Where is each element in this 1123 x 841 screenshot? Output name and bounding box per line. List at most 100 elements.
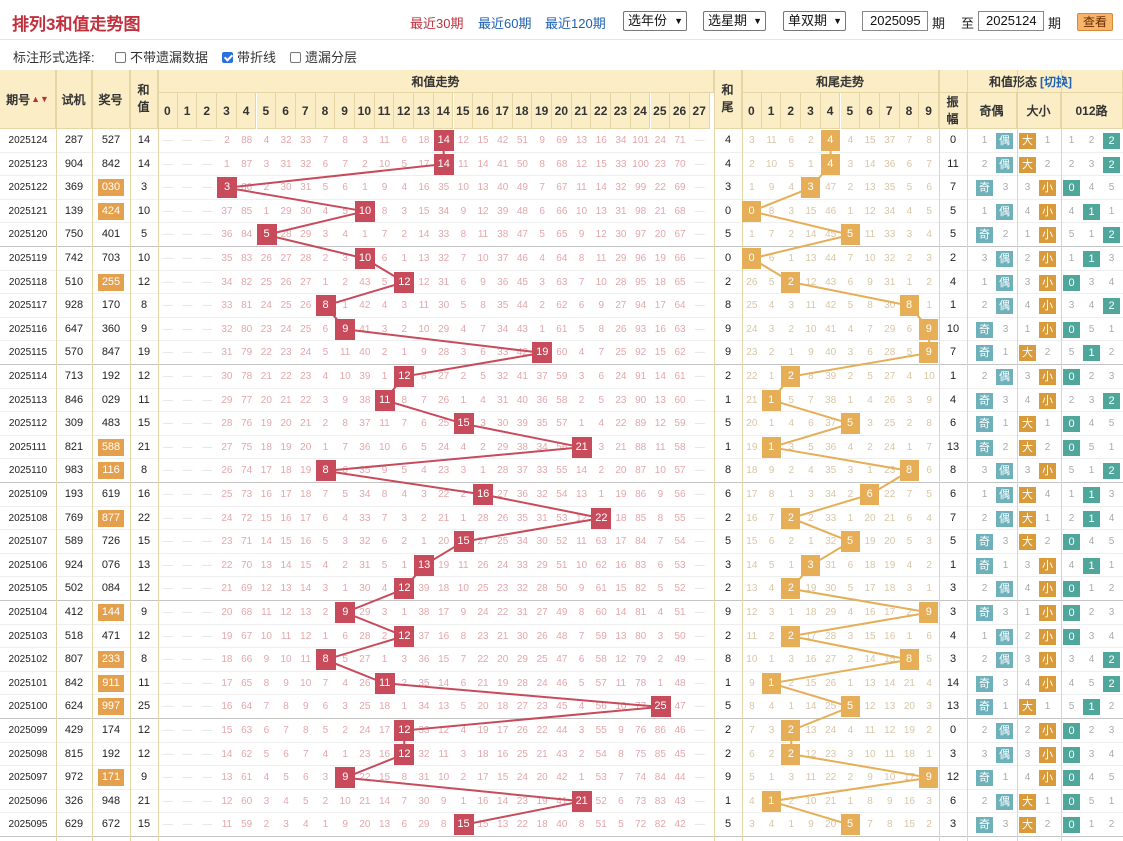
test-cell: 502 xyxy=(64,582,84,595)
sum-miss-cell: — xyxy=(182,253,193,264)
road-miss: 3 xyxy=(1088,158,1095,170)
issue-cell: 2025114 xyxy=(8,371,48,382)
sum-miss-cell: — xyxy=(694,300,705,312)
oe-miss: 2 xyxy=(1002,229,1009,241)
sum-miss-cell: 58 xyxy=(556,394,568,406)
checkbox-icon[interactable] xyxy=(115,52,126,63)
start-issue-input[interactable]: 2025095 xyxy=(862,11,928,31)
tail-value: 5 xyxy=(724,228,732,241)
sum-miss-cell: 32 xyxy=(300,158,312,170)
sum-miss-cell: — xyxy=(694,158,705,170)
sum-miss-cell: 18 xyxy=(438,583,450,595)
amp-cell: 3 xyxy=(949,606,957,618)
sum-miss-cell: 7 xyxy=(421,394,427,406)
option-layer[interactable]: 遗漏分层 xyxy=(290,47,357,66)
option-line[interactable]: 带折线 xyxy=(222,47,276,66)
award-number: 029 xyxy=(101,393,121,406)
tail-miss-cell: 7 xyxy=(867,323,873,335)
sum-miss-cell: 16 xyxy=(418,182,430,194)
sum-miss-cell: 30 xyxy=(497,418,509,430)
oe-tag: 偶 xyxy=(996,628,1013,645)
issue-cell: 2025117 xyxy=(8,300,48,312)
tail-miss-cell: 18 xyxy=(746,465,758,477)
sum-miss-cell: 37 xyxy=(418,630,430,642)
amp-cell: 14 xyxy=(946,676,960,689)
road-tag: 2 xyxy=(1103,298,1120,315)
tail-miss-cell: 11 xyxy=(766,135,777,146)
checkbox-checked-icon[interactable] xyxy=(222,52,233,63)
checkbox-icon[interactable] xyxy=(290,52,301,63)
road-miss: 1 xyxy=(1108,441,1115,453)
tail-miss-cell: 5 xyxy=(788,158,795,170)
switch-link[interactable]: [切换] xyxy=(1040,74,1072,89)
sum-miss-cell: 92 xyxy=(635,347,647,359)
tail-miss-cell: 2 xyxy=(926,276,932,288)
recent-120-link[interactable]: 最近120期 xyxy=(545,16,606,31)
sum-miss-cell: 13 xyxy=(575,135,588,146)
sum-miss-cell: 3 xyxy=(401,654,408,666)
sum-miss-cell: 33 xyxy=(418,725,430,736)
oe-tag: 偶 xyxy=(996,251,1013,267)
tail-miss-cell: 3 xyxy=(788,441,795,453)
query-button[interactable]: 查看 xyxy=(1077,13,1113,31)
tail-miss-cell: 3 xyxy=(847,347,854,359)
sum-miss-cell: 31 xyxy=(221,347,233,359)
sum-miss-cell: — xyxy=(694,323,705,335)
issue-header[interactable]: 期号 ▲▼ xyxy=(0,70,56,129)
sum-miss-cell: 1 xyxy=(401,347,408,359)
sum-miss-cell: 18 xyxy=(300,489,312,500)
sum-miss-cell: 1 xyxy=(322,819,329,831)
sum-miss-cell: — xyxy=(694,394,705,406)
tail-miss-cell: 9 xyxy=(867,276,873,288)
sum-miss-cell: 10 xyxy=(457,583,469,595)
sum-miss-cell: — xyxy=(202,300,213,312)
sum-miss-cell: — xyxy=(162,300,173,312)
recent-30-link[interactable]: 最近30期 xyxy=(410,16,464,31)
odd-even-issue-select[interactable]: 单双期 ▼ xyxy=(783,11,846,31)
option-no-missing[interactable]: 不带遗漏数据 xyxy=(115,47,208,66)
year-select[interactable]: 选年份 ▼ xyxy=(623,11,687,31)
sum-miss-cell: 27 xyxy=(477,536,489,548)
tail-miss-cell: 6 xyxy=(926,182,932,194)
amp-cell: 6 xyxy=(949,488,957,500)
table-row: 2025123 904 842 14— — —1 87 3 31 32 6 7 2 10 5 17 11 14 41… xyxy=(0,153,1123,177)
recent-60-link[interactable]: 最近60期 xyxy=(478,16,532,31)
sum-miss-cell: 46 xyxy=(556,677,568,689)
sum-miss-cell: 27 xyxy=(438,371,450,382)
sum-miss-cell: 27 xyxy=(615,300,627,312)
tail-miss-cell: 41 xyxy=(825,323,837,335)
sort-icon[interactable]: ▲▼ xyxy=(31,94,49,104)
column-divider xyxy=(92,70,93,841)
tail-miss-cell: 22 xyxy=(746,371,758,382)
sum-miss-cell: 4 xyxy=(263,772,270,784)
sum-miss-cell: 2 xyxy=(578,394,585,406)
tail-miss-cell: 7 xyxy=(906,489,913,500)
sum-miss-cell: 34 xyxy=(359,489,371,500)
end-issue-input[interactable]: 2025124 xyxy=(978,11,1044,31)
amp-cell: 13 xyxy=(946,440,960,453)
sum-miss-cell: 60 xyxy=(674,394,686,406)
test-cell: 326 xyxy=(64,794,84,807)
sum-miss-cell: 2 xyxy=(381,630,388,642)
tail-num-header: 3 xyxy=(801,93,821,129)
sum-miss-cell: 29 xyxy=(359,607,371,618)
tail-miss-cell: 30 xyxy=(884,300,896,312)
sum-miss-cell: 7 xyxy=(263,701,270,713)
bs-tag: 小 xyxy=(1039,557,1056,574)
issue-cell: 2025100 xyxy=(8,701,48,713)
sum-miss-cell: 21 xyxy=(536,748,548,760)
table-row: 2025110 983 116 8— — —26 74 17 18 19 6 35 9 5 4 23 3 1 28 3… xyxy=(0,459,1123,483)
option-layer-label: 遗漏分层 xyxy=(305,50,358,65)
sum-miss-cell: 57 xyxy=(595,677,607,689)
tail-miss-cell: 21 xyxy=(825,795,837,807)
sum-value: 14 xyxy=(137,157,151,170)
road-miss: 4 xyxy=(1088,182,1095,194)
sum-miss-cell: 66 xyxy=(674,253,686,264)
test-cell: 589 xyxy=(64,535,84,548)
tail-miss-cell: 2 xyxy=(808,135,814,146)
weekday-select[interactable]: 选星期 ▼ xyxy=(703,11,766,31)
tail-miss-cell: 4 xyxy=(847,607,854,618)
sum-miss-cell: 6 xyxy=(322,323,329,335)
oe-header-label: 奇偶 xyxy=(979,104,1004,118)
sum-miss-cell: 4 xyxy=(598,418,605,430)
